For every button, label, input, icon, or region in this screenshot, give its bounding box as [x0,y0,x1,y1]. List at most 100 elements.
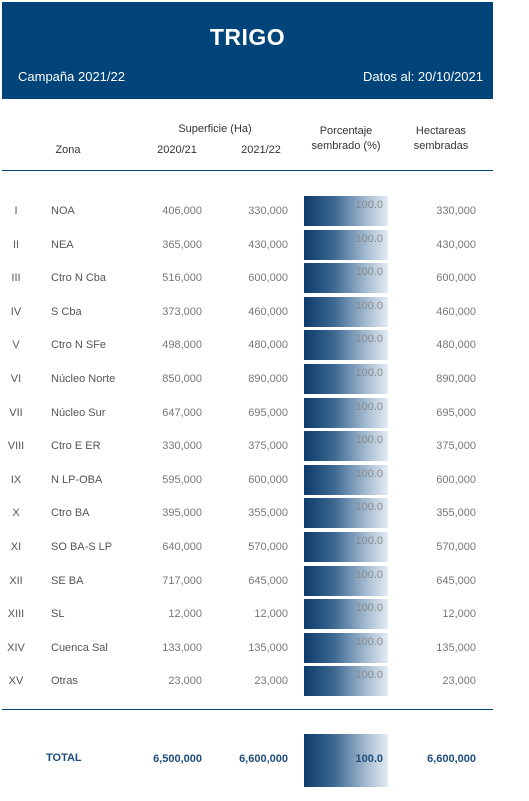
area-2021: 430,000 [248,238,288,251]
hectares-sown: 695,000 [436,406,476,419]
percent-sown: 100.0 [355,669,383,682]
area-2021: 600,000 [248,473,288,486]
area-2020: 395,000 [162,507,202,520]
percent-sown: 100.0 [355,199,383,211]
hectares-sown: 330,000 [436,205,476,217]
area-2021: 645,000 [248,574,288,587]
area-2021: 695,000 [248,406,288,419]
percent-sown: 100.0 [355,568,383,581]
area-2021: 135,000 [248,641,288,654]
hectares-sown: 600,000 [436,473,476,486]
percent-sown: 100.0 [355,501,383,514]
percent-sown: 100.0 [355,232,383,245]
hectares-sown: 890,000 [436,373,476,385]
zone-name: NEA [51,238,74,251]
percent-sown: 100.0 [355,367,383,379]
report-header: TRIGO Campaña 2021/22 Datos al: 20/10/20… [2,2,493,99]
zone-number: VII [9,406,23,419]
area-2020: 498,000 [162,339,202,352]
table-row: IV S Cba 373,000 460,000 100.0 460,000 [0,296,529,329]
zone-name: Ctro E ER [51,440,101,453]
hectares-sown: 460,000 [436,305,476,318]
area-2021: 460,000 [248,305,288,318]
percent-bar [304,464,388,495]
zone-number: XIV [7,641,25,654]
zone-name: Ctro BA [51,507,90,520]
area-2020: 23,000 [168,675,202,688]
zone-number: X [12,507,20,520]
percent-bar [304,364,388,394]
table-row: I NOA 406,000 330,000 100.0 330,000 [0,195,529,228]
total-divider [2,709,493,710]
area-2021: 23,000 [254,675,288,688]
zone-name: Núcleo Sur [51,406,106,419]
area-2021: 12,000 [254,608,288,621]
percent-bar [304,263,388,294]
percent-sown: 100.0 [355,535,383,547]
percent-bar [304,397,388,428]
report-title: TRIGO [209,24,286,50]
zone-name: NOA [51,205,75,217]
area-2020: 516,000 [162,272,202,285]
percent-bar [304,330,388,361]
total-2021: 6,600,000 [239,753,288,765]
area-2020: 406,000 [162,205,202,217]
percent-sown: 100.0 [355,434,383,447]
zone-name: Ctro N SFe [51,339,107,352]
column-header-2020: 2020/21 [157,144,197,156]
column-header-porcentaje: Porcentaje sembrado (%) [311,125,381,152]
area-2021: 355,000 [248,507,288,520]
table-row: VI Núcleo Norte 850,000 890,000 100.0 890,000 [0,363,529,396]
percent-sown: 100.0 [355,467,383,480]
zone-number: II [12,238,20,251]
percent-bar [304,431,388,462]
zone-number: XII [9,574,23,587]
hectares-sown: 23,000 [442,675,476,688]
zone-name: SL [51,608,65,621]
zone-name: SO BA-S LP [51,541,113,553]
area-2020: 133,000 [162,641,202,654]
zone-name: N LP-OBA [51,473,103,486]
zone-number: VIII [7,440,25,453]
table-row: XI SO BA-S LP 640,000 570,000 100.0 570,000 [0,531,529,564]
percent-sown: 100.0 [355,635,383,648]
percent-bar [304,196,388,226]
zone-number: XI [10,541,22,553]
area-2020: 365,000 [162,238,202,251]
percent-sown: 100.0 [355,602,383,615]
total-2020: 6,500,000 [153,753,202,765]
total-hectareas: 6,600,000 [427,753,476,765]
area-2021: 375,000 [248,440,288,453]
area-2020: 640,000 [162,541,202,553]
hectares-sown: 480,000 [436,339,476,352]
table-row: III Ctro N Cba 516,000 600,000 100.0 600,000 [0,262,529,295]
percent-bar [304,296,388,327]
hectares-sown: 375,000 [436,440,476,453]
area-2020: 717,000 [162,574,202,587]
table-row: XIV Cuenca Sal 133,000 135,000 100.0 135,000 [0,632,529,665]
column-header-zona: Zona [55,144,81,156]
zone-number: V [12,339,20,352]
table-row: XV Otras 23,000 23,000 100.0 23,000 [0,665,529,698]
area-2021: 480,000 [248,339,288,352]
area-2020: 330,000 [162,440,202,453]
table-row: VII Núcleo Sur 647,000 695,000 100.0 695,000 [0,397,529,430]
area-2021: 330,000 [248,205,288,217]
percent-bar [304,666,388,697]
percent-sown: 100.0 [355,333,383,346]
zone-number: I [14,205,18,217]
total-percent: 100.0 [355,753,383,765]
data-date: Datos al: 20/10/2021 [363,69,483,84]
zone-number: XV [8,675,24,688]
zone-name: SE BA [51,574,84,587]
table-row: X Ctro BA 395,000 355,000 100.0 355,000 [0,497,529,530]
hectares-sown: 430,000 [436,238,476,251]
column-header-superficie: Superficie (Ha) [178,123,252,135]
zone-number: IV [10,305,22,318]
hectares-sown: 570,000 [436,541,476,553]
percent-sown: 100.0 [355,299,383,312]
table-row: XII SE BA 717,000 645,000 100.0 645,000 [0,565,529,598]
area-2020: 647,000 [162,406,202,419]
zone-name: S Cba [51,305,82,318]
zone-number: VI [10,373,22,385]
